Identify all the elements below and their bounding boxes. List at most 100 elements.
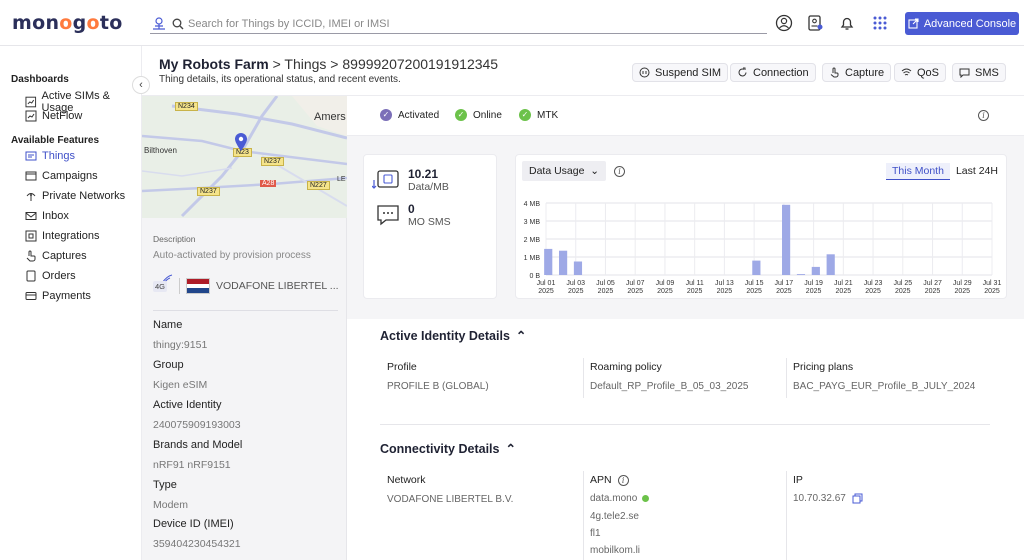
- connection-icon: [738, 67, 747, 77]
- network-label: Network: [387, 474, 426, 486]
- divider: [179, 278, 180, 294]
- location-pin-icon[interactable]: [234, 132, 248, 152]
- apn-value: 4g.tele2.se: [590, 511, 639, 522]
- network-icon: [26, 193, 36, 201]
- sms-button[interactable]: SMS: [952, 63, 1006, 82]
- info-icon[interactable]: i: [978, 110, 989, 121]
- connection-button[interactable]: Connection: [730, 63, 816, 82]
- apn-value: fl1: [590, 528, 601, 539]
- payments-icon: [25, 292, 37, 300]
- sms-usage-unit: MO SMS: [408, 216, 451, 228]
- x-tick-label: Jul 03: [566, 280, 585, 287]
- contacts-icon[interactable]: [806, 14, 824, 32]
- x-tick-label: Jul 15: [745, 280, 764, 287]
- qos-label: QoS: [917, 66, 940, 79]
- logo[interactable]: monogoto: [12, 12, 123, 34]
- capture-icon: [26, 250, 36, 262]
- sidebar-item-integrations[interactable]: Integrations: [25, 230, 99, 242]
- advanced-console-button[interactable]: Advanced Console: [905, 12, 1019, 35]
- field-label: Group: [153, 359, 184, 371]
- x-tick-label: Jul 17: [775, 280, 794, 287]
- sidebar-item-inbox[interactable]: Inbox: [25, 210, 69, 222]
- sidebar-item-orders[interactable]: Orders: [25, 270, 76, 282]
- apps-grid-icon[interactable]: [871, 14, 889, 32]
- connectivity-section-title[interactable]: Connectivity Details ⌃: [380, 441, 516, 457]
- check-icon: ✓: [455, 109, 467, 121]
- map-label: Amers: [314, 111, 346, 123]
- this-month-toggle[interactable]: This Month: [886, 163, 950, 180]
- apn-label-row: APN i: [590, 474, 629, 486]
- orders-icon: [26, 270, 36, 282]
- breadcrumb: My Robots Farm > Things > 89999207200191…: [159, 56, 498, 72]
- x-tick-label: Jul 27: [923, 280, 942, 287]
- search-bar[interactable]: [150, 14, 767, 34]
- things-icon: [25, 151, 37, 161]
- field-label: Name: [153, 319, 183, 331]
- status-mtk: ✓ MTK: [519, 109, 558, 121]
- divider: [153, 310, 338, 311]
- sidebar-item-campaigns[interactable]: Campaigns: [25, 170, 98, 182]
- check-icon: ✓: [380, 109, 392, 121]
- sidebar-item-netflow[interactable]: NetFlow: [25, 110, 82, 122]
- pricing-plans-value: BAC_PAYG_EUR_Profile_B_JULY_2024: [793, 381, 976, 392]
- info-icon[interactable]: i: [617, 474, 629, 486]
- qos-button[interactable]: QoS: [894, 63, 947, 82]
- profile-value: PROFILE B (GLOBAL): [387, 381, 489, 392]
- dashboards-heading: Dashboards: [11, 74, 69, 85]
- signal-4g-icon: 4G: [153, 274, 173, 296]
- sidebar-item-label: Orders: [42, 270, 76, 282]
- identity-section-title[interactable]: Active Identity Details ⌃: [380, 328, 527, 344]
- x-tick-year-label: 2025: [836, 288, 852, 295]
- apn-value: data.mono: [590, 493, 638, 504]
- usage-type-select[interactable]: Data Usage ⌄: [522, 161, 606, 181]
- capture-button[interactable]: Capture: [822, 63, 892, 82]
- info-icon[interactable]: i: [614, 165, 625, 177]
- identity-title: Active Identity Details: [380, 328, 510, 343]
- x-tick-year-label: 2025: [806, 288, 822, 295]
- sidebar-item-active-sims[interactable]: Active SIMs & Usage: [25, 90, 141, 114]
- suspend-sim-button[interactable]: Suspend SIM: [632, 63, 729, 82]
- copy-icon[interactable]: [852, 493, 863, 504]
- location-map[interactable]: N234 Amers Bilthoven N237 N237 A28 N227 …: [142, 96, 347, 218]
- field-value: Modem: [153, 499, 189, 511]
- sidebar-item-label: Campaigns: [42, 170, 98, 182]
- chevron-up-icon: ⌃: [515, 329, 527, 343]
- page-header: My Robots Farm > Things > 89999207200191…: [142, 46, 1024, 96]
- period-toggle: This Month Last 24H: [886, 163, 1004, 180]
- chart-header: Data Usage ⌄ i: [522, 161, 625, 181]
- collapse-sidebar-button[interactable]: ‹: [132, 76, 150, 94]
- search-input[interactable]: [188, 17, 767, 30]
- sim-data-icon: [372, 170, 399, 189]
- network-value: VODAFONE LIBERTEL B.V.: [387, 494, 514, 505]
- netherlands-flag-icon: [186, 278, 210, 294]
- field-value: Kigen eSIM: [153, 379, 208, 391]
- sidebar-item-things[interactable]: Things: [25, 150, 75, 162]
- field-label: Brands and Model: [153, 439, 243, 451]
- last-24h-toggle[interactable]: Last 24H: [955, 165, 998, 177]
- breadcrumb-path[interactable]: > Things > 89999207200191912345: [268, 56, 499, 72]
- hierarchy-icon[interactable]: [150, 16, 168, 31]
- apn-value: mobilkom.li: [590, 545, 641, 556]
- apn-value-row: data.mono: [590, 493, 650, 504]
- x-tick-year-label: 2025: [568, 288, 584, 295]
- connection-label: Connection: [753, 66, 809, 79]
- roaming-policy-value: Default_RP_Profile_B_05_03_2025: [590, 381, 749, 392]
- sidebar-item-private-networks[interactable]: Private Networks: [25, 190, 125, 202]
- x-tick-year-label: 2025: [865, 288, 881, 295]
- pricing-plans-label: Pricing plans: [793, 361, 854, 373]
- main-content: ✓ Activated ✓ Online ✓ MTK i 10.21 Data/…: [347, 96, 1024, 560]
- x-tick-year-label: 2025: [954, 288, 970, 295]
- sidebar-item-label: Things: [42, 150, 76, 162]
- map-label: N237: [261, 157, 284, 166]
- x-tick-label: Jul 01: [537, 280, 556, 287]
- breadcrumb-root[interactable]: My Robots Farm: [159, 56, 269, 72]
- usage-bar: [544, 248, 553, 275]
- user-icon[interactable]: [775, 14, 793, 32]
- capture-icon: [830, 67, 839, 78]
- sidebar-item-payments[interactable]: Payments: [25, 290, 91, 302]
- network-name: VODAFONE LIBERTEL ...: [216, 280, 339, 292]
- x-tick-year-label: 2025: [776, 288, 792, 295]
- bell-icon[interactable]: [838, 14, 856, 32]
- sidebar-item-captures[interactable]: Captures: [25, 250, 87, 262]
- data-usage-unit: Data/MB: [408, 181, 449, 193]
